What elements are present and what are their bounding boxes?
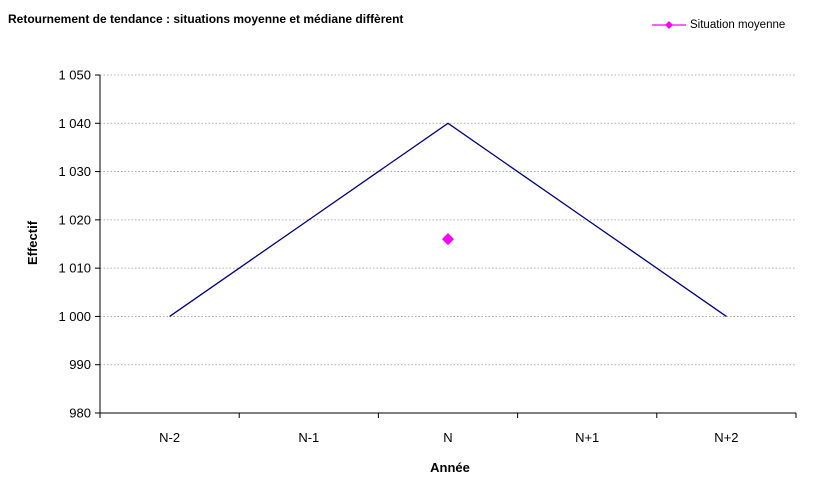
- y-tick-label: 990: [69, 357, 91, 372]
- legend-swatch-situation-moyenne: [652, 21, 686, 29]
- y-tick-label: 1 020: [58, 212, 91, 227]
- gridlines: [100, 74, 796, 366]
- axes: [95, 74, 797, 418]
- y-tick-label: 980: [69, 406, 91, 421]
- x-tick-label: N+1: [575, 430, 599, 445]
- x-axis-label: Année: [430, 460, 470, 475]
- y-axis-label: Effectif: [25, 220, 40, 265]
- y-tick-label: 1 010: [58, 261, 91, 276]
- x-tick-label: N-2: [159, 430, 180, 445]
- y-tick-label: 1 000: [58, 309, 91, 324]
- legend-label-situation-moyenne: Situation moyenne: [690, 19, 786, 31]
- x-tick-label: N+2: [714, 430, 738, 445]
- x-tick-labels: N-2 N-1 N N+1 N+2: [159, 430, 738, 445]
- x-tick-label: N-1: [298, 430, 319, 445]
- y-tick-labels: 980 990 1 000 1 010 1 020 1 030 1 040 1 050: [58, 68, 91, 421]
- x-tick-label: N: [443, 430, 452, 445]
- series: [169, 122, 727, 317]
- series-line: [169, 122, 727, 317]
- y-tick-label: 1 040: [58, 116, 91, 131]
- chart-title: Retournement de tendance : situations mo…: [8, 12, 404, 26]
- y-tick-label: 1 050: [58, 68, 91, 83]
- legend: Situation moyenne: [652, 19, 785, 31]
- data-point-situation-moyenne: [442, 233, 454, 246]
- y-tick-label: 1 030: [58, 164, 91, 179]
